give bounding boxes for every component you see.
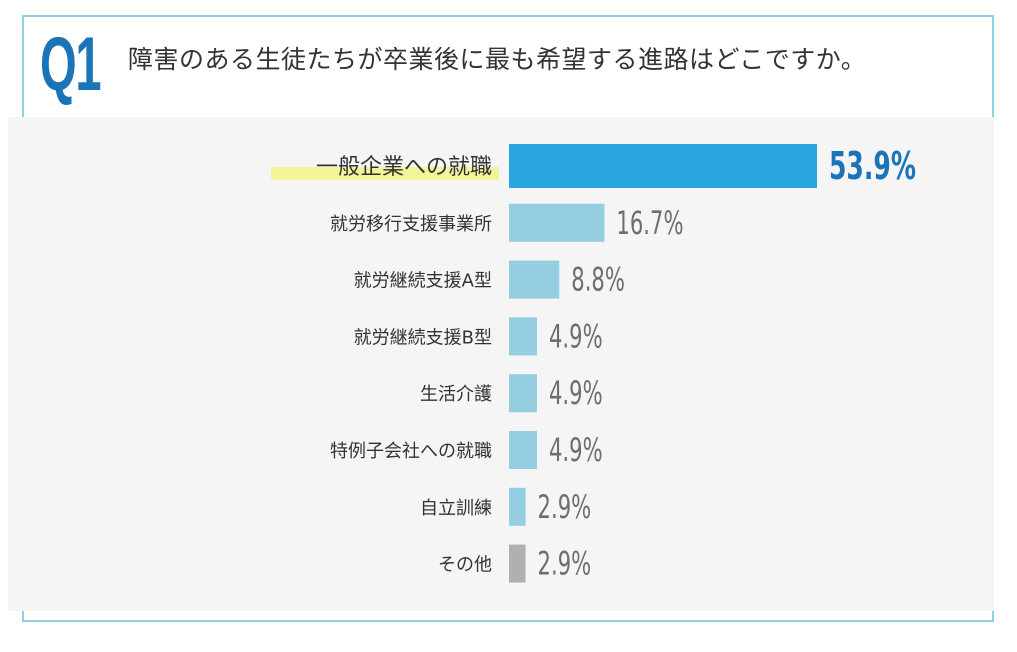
category-label: その他 <box>438 555 492 576</box>
category-label: 就労継続支援B型 <box>354 327 492 348</box>
value-label: 16.7% <box>616 205 683 242</box>
bar <box>509 260 560 299</box>
bar <box>509 374 537 413</box>
value-label: 53.9% <box>829 144 916 189</box>
bar-chart: 一般企業への就職 53.9% 就労移行支援事業所 16.7% 就労継続支援A型 8.8% 就… <box>271 144 916 583</box>
category-label: 一般企業への就職 <box>316 155 492 180</box>
bar <box>509 144 817 188</box>
bar <box>509 544 526 583</box>
value-label: 2.9% <box>538 546 592 583</box>
category-label: 自立訓練 <box>420 498 492 519</box>
bar <box>509 487 526 526</box>
value-label: 8.8% <box>571 262 625 299</box>
category-label: 就労移行支援事業所 <box>330 214 492 235</box>
question-text: 障害のある生徒たちが卒業後に最も希望する進路はどこですか。 <box>128 45 867 74</box>
value-label: 4.9% <box>549 376 603 413</box>
chart-panel: 一般企業への就職 53.9% 就労移行支援事業所 16.7% 就労継続支援A型 8.8% 就… <box>8 117 994 611</box>
category-label: 特例子会社への就職 <box>330 441 492 462</box>
value-label: 2.9% <box>538 489 592 526</box>
bar <box>509 317 537 356</box>
value-label: 4.9% <box>549 319 603 356</box>
question-number: Q1 <box>40 22 102 107</box>
category-highlight <box>271 167 499 180</box>
bar <box>509 203 605 242</box>
category-label: 生活介護 <box>420 384 492 405</box>
value-label: 4.9% <box>549 433 603 470</box>
category-label: 就労継続支援A型 <box>354 271 492 292</box>
bar <box>509 431 537 469</box>
